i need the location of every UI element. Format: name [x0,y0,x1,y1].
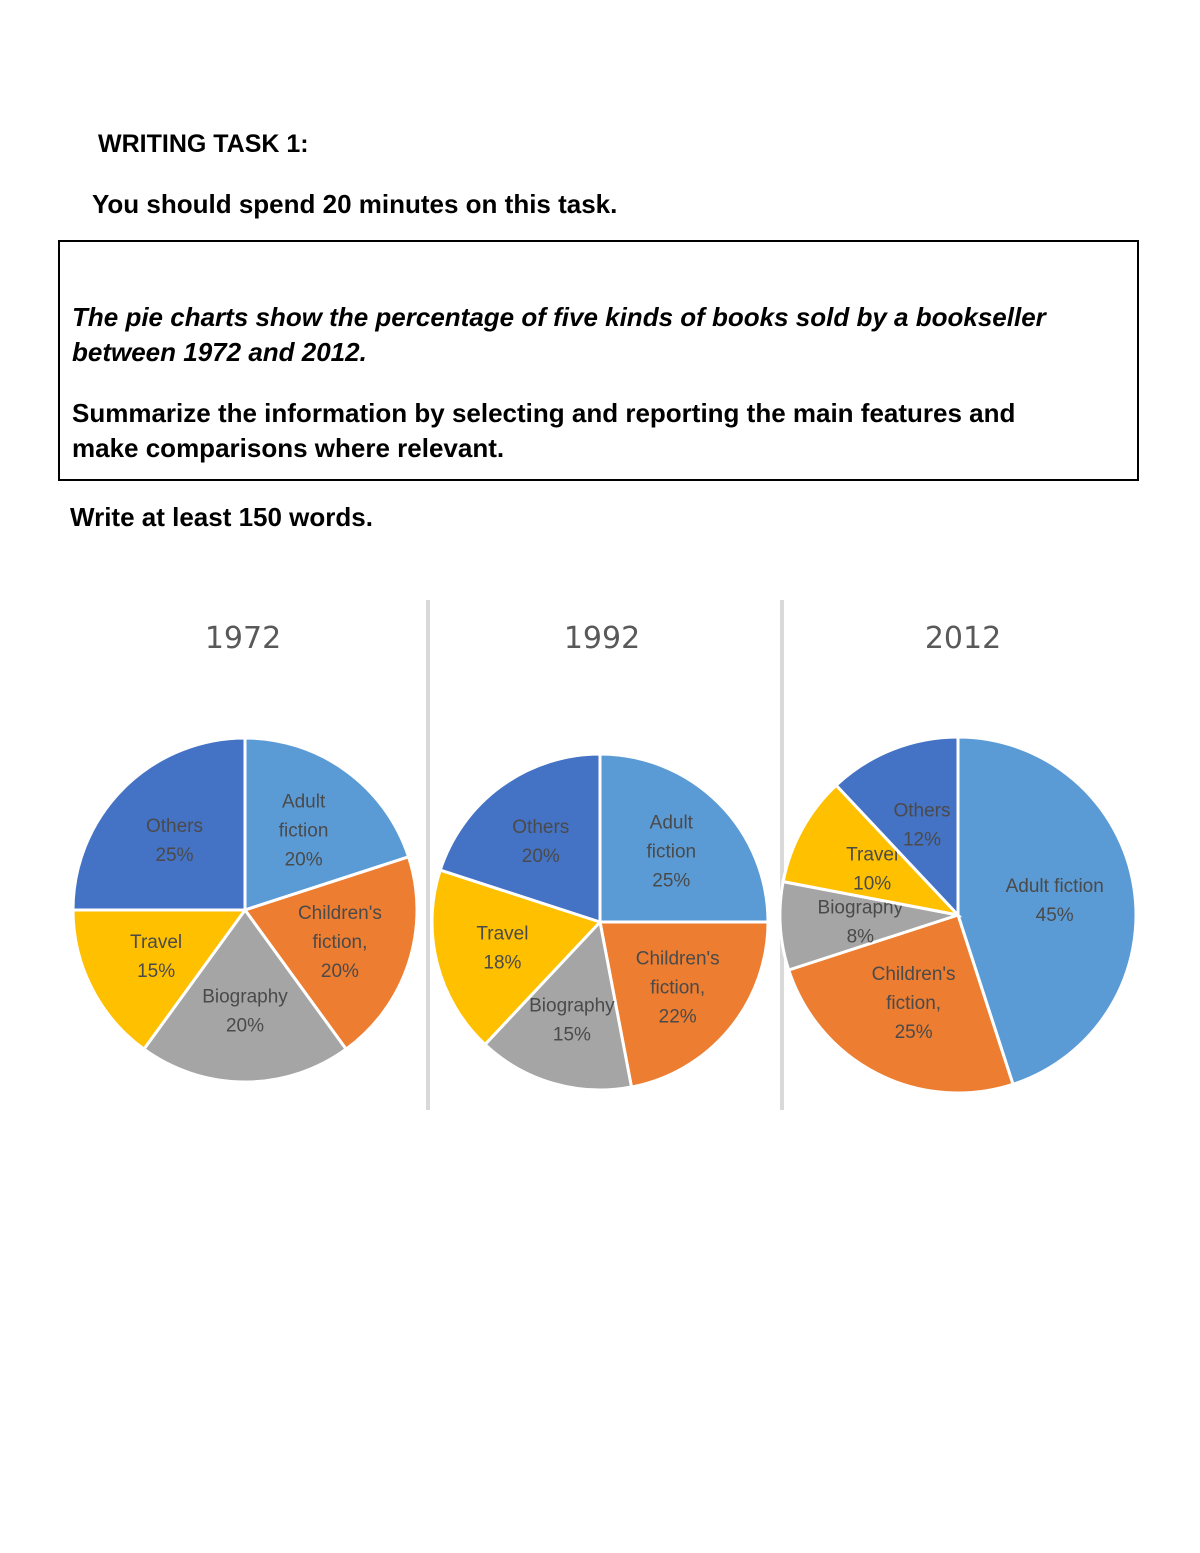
task-description: The pie charts show the percentage of fi… [72,300,1122,370]
slice-label: Biography 15% [529,995,615,1045]
chart-title: 2012 [925,621,1001,656]
pie-slice [598,920,770,1089]
pie-slice [430,868,603,1047]
pie-chart-1992: 1992 Adult fiction 25% Children's fiction, 22%… [430,621,770,1092]
slice-label: Adult fiction 45% [1006,876,1104,926]
pie-slice [243,736,411,913]
slice-label: Travel 15% [130,932,182,982]
pie-slice [834,735,960,919]
pie-slice [482,918,634,1092]
slice-label: Travel 10% [846,844,898,894]
task-description-line: between 1972 and 2012. [72,337,367,367]
chart-title: 1972 [205,621,281,656]
pie-slice [438,752,602,925]
time-instruction: You should spend 20 minutes on this task… [92,189,618,219]
slice-label: Biography 8% [818,898,904,948]
pie-slice [786,913,1015,1095]
task-instruction-line: make comparisons where relevant. [72,433,505,463]
slice-label: Adult fiction 20% [279,791,329,870]
pie-slice [141,907,349,1084]
slice-label: Others 20% [512,817,569,867]
pie-slice [778,879,959,972]
pie-slice [956,735,1138,1087]
slice-label: Biography 20% [202,986,288,1036]
slice-label: Travel 18% [476,924,528,974]
slice-label: Others 25% [146,816,203,866]
task-description-line: The pie charts show the percentage of fi… [72,302,1046,332]
task-instruction: Summarize the information by selecting a… [72,396,1122,466]
pie-charts-figure: 1972 Adult fiction 20% Children's fiction, 20%… [71,600,1138,1110]
slice-label: Children's fiction, 22% [636,948,720,1027]
task-instruction-line: Summarize the information by selecting a… [72,398,1016,428]
word-count-instruction: Write at least 150 words. [70,502,373,532]
pie-slice [71,736,247,912]
pie-slice [71,908,248,1052]
slice-label: Children's fiction, 25% [872,964,956,1043]
pie-chart-2012: 2012 Adult fiction 45% Children's fiction, 25… [778,621,1138,1095]
pie-slice [598,752,770,924]
chart-title: 1992 [564,621,640,656]
pie-chart-1972: 1972 Adult fiction 20% Children's fiction, 20%… [71,621,419,1084]
pie-slice [242,854,419,1052]
slice-label: Others 12% [893,801,950,851]
slice-label: Children's fiction, 20% [298,903,382,982]
slice-label: Adult fiction 25% [646,813,696,892]
pie-slice [781,783,963,918]
task-prompt-box: The pie charts show the percentage of fi… [58,240,1139,481]
task-label: WRITING TASK 1: [98,130,309,158]
